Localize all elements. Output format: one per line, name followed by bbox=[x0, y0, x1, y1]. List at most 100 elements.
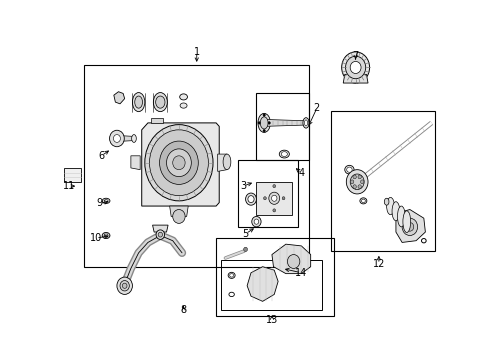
Circle shape bbox=[144, 125, 213, 201]
Circle shape bbox=[272, 209, 275, 212]
Circle shape bbox=[159, 141, 198, 184]
Circle shape bbox=[263, 197, 266, 200]
Ellipse shape bbox=[228, 272, 235, 278]
Ellipse shape bbox=[223, 154, 230, 170]
Ellipse shape bbox=[281, 152, 287, 157]
Ellipse shape bbox=[304, 120, 307, 126]
Text: 4: 4 bbox=[298, 168, 304, 178]
Polygon shape bbox=[169, 206, 188, 216]
Circle shape bbox=[352, 175, 356, 179]
Ellipse shape bbox=[247, 196, 254, 203]
Circle shape bbox=[357, 185, 361, 189]
Circle shape bbox=[263, 114, 265, 116]
Ellipse shape bbox=[245, 193, 256, 205]
Ellipse shape bbox=[135, 96, 142, 108]
Bar bbox=[330, 111, 434, 251]
Circle shape bbox=[156, 230, 164, 239]
Polygon shape bbox=[152, 225, 168, 232]
Circle shape bbox=[149, 130, 208, 195]
Ellipse shape bbox=[229, 274, 233, 277]
Circle shape bbox=[117, 277, 132, 294]
Ellipse shape bbox=[102, 233, 110, 239]
Circle shape bbox=[267, 122, 270, 124]
Ellipse shape bbox=[251, 216, 261, 227]
Ellipse shape bbox=[346, 167, 351, 172]
Text: 10: 10 bbox=[90, 233, 102, 243]
Ellipse shape bbox=[155, 96, 164, 108]
Polygon shape bbox=[256, 182, 291, 215]
Bar bbox=[64, 168, 81, 182]
Circle shape bbox=[172, 156, 185, 170]
Text: 6: 6 bbox=[98, 151, 104, 161]
Polygon shape bbox=[343, 75, 367, 83]
Ellipse shape bbox=[102, 198, 110, 203]
Ellipse shape bbox=[258, 113, 270, 132]
Circle shape bbox=[349, 62, 360, 73]
Bar bbox=[256, 94, 308, 160]
Circle shape bbox=[166, 149, 191, 177]
Text: 9: 9 bbox=[97, 198, 103, 208]
Circle shape bbox=[258, 122, 260, 124]
Bar bbox=[220, 260, 321, 310]
Polygon shape bbox=[395, 210, 425, 242]
Ellipse shape bbox=[179, 94, 187, 100]
Circle shape bbox=[346, 170, 367, 194]
Circle shape bbox=[341, 52, 369, 83]
Polygon shape bbox=[217, 154, 226, 171]
Ellipse shape bbox=[153, 93, 167, 112]
Circle shape bbox=[405, 222, 413, 231]
Polygon shape bbox=[114, 92, 124, 104]
Circle shape bbox=[401, 218, 417, 235]
Text: 12: 12 bbox=[372, 259, 384, 269]
Ellipse shape bbox=[260, 117, 267, 129]
Ellipse shape bbox=[302, 118, 308, 128]
Ellipse shape bbox=[104, 234, 108, 237]
Circle shape bbox=[120, 280, 129, 291]
Ellipse shape bbox=[104, 199, 108, 202]
Circle shape bbox=[268, 192, 279, 204]
Ellipse shape bbox=[397, 206, 405, 227]
Polygon shape bbox=[246, 267, 278, 301]
Polygon shape bbox=[142, 123, 219, 206]
Text: 8: 8 bbox=[180, 305, 186, 315]
Circle shape bbox=[113, 135, 120, 143]
Circle shape bbox=[158, 232, 162, 237]
Circle shape bbox=[263, 129, 265, 132]
Circle shape bbox=[109, 130, 124, 147]
Polygon shape bbox=[271, 244, 310, 274]
Polygon shape bbox=[131, 156, 140, 170]
Ellipse shape bbox=[391, 202, 399, 221]
Circle shape bbox=[352, 185, 356, 189]
Polygon shape bbox=[117, 135, 132, 141]
Text: 1: 1 bbox=[193, 47, 200, 57]
Text: 5: 5 bbox=[242, 229, 248, 239]
Ellipse shape bbox=[359, 198, 366, 204]
Circle shape bbox=[122, 283, 127, 288]
Circle shape bbox=[287, 255, 299, 269]
Polygon shape bbox=[151, 118, 163, 123]
Text: 11: 11 bbox=[62, 181, 75, 191]
Text: 13: 13 bbox=[265, 315, 278, 325]
Ellipse shape bbox=[344, 165, 353, 174]
Circle shape bbox=[172, 210, 185, 223]
Ellipse shape bbox=[131, 135, 136, 143]
Circle shape bbox=[357, 175, 361, 179]
Circle shape bbox=[271, 195, 276, 201]
Ellipse shape bbox=[254, 219, 258, 224]
Polygon shape bbox=[264, 120, 305, 126]
Ellipse shape bbox=[384, 198, 388, 205]
Ellipse shape bbox=[402, 211, 410, 233]
Ellipse shape bbox=[132, 93, 144, 112]
Circle shape bbox=[350, 180, 353, 184]
Ellipse shape bbox=[386, 197, 393, 215]
Circle shape bbox=[243, 247, 247, 252]
Circle shape bbox=[349, 174, 364, 190]
Circle shape bbox=[345, 56, 365, 79]
Bar bbox=[216, 238, 333, 316]
Text: 7: 7 bbox=[352, 51, 358, 61]
Text: 14: 14 bbox=[295, 268, 307, 278]
Circle shape bbox=[272, 185, 275, 188]
Bar bbox=[84, 65, 308, 267]
Text: 3: 3 bbox=[240, 181, 246, 191]
Ellipse shape bbox=[361, 199, 365, 203]
